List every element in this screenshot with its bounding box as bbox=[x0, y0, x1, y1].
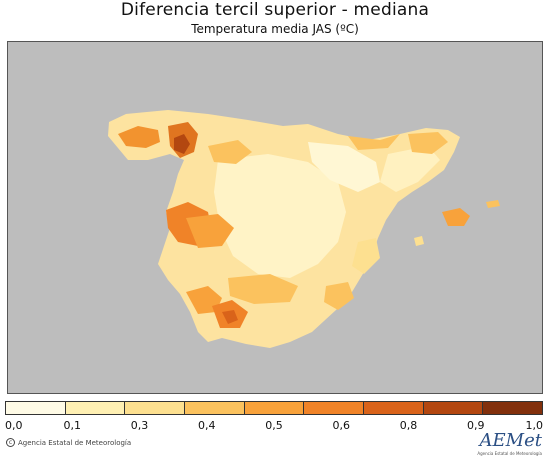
iberia-map bbox=[108, 110, 500, 348]
aemet-logo: AEMet Agencia Estatal de Meteorología bbox=[477, 430, 542, 456]
legend-colorbar bbox=[5, 401, 543, 415]
credit-line: c Agencia Estatal de Meteorología bbox=[6, 438, 131, 447]
extremadura-patch bbox=[186, 214, 234, 248]
legend-tick-labels: 0,0 0,1 0,3 0,4 0,5 0,6 0,8 0,9 1,0 bbox=[5, 419, 543, 433]
map-title: Diferencia tercil superior - mediana bbox=[120, 0, 430, 20]
east-light-zone bbox=[380, 146, 440, 192]
legend-swatch bbox=[65, 402, 126, 414]
legend-tick-label: 0,3 bbox=[130, 419, 149, 432]
map-subtitle: Temperatura media JAS (ºC) bbox=[191, 22, 359, 36]
leon-core-patch bbox=[174, 134, 190, 154]
andalucia-south-core bbox=[222, 310, 238, 324]
credit-text: Agencia Estatal de Meteorología bbox=[18, 438, 132, 447]
legend-swatch bbox=[185, 402, 245, 414]
mallorca-island bbox=[442, 208, 470, 226]
legend-tick-label: 0,4 bbox=[198, 419, 216, 432]
legend-swatch bbox=[483, 402, 543, 414]
castilla-north-patch bbox=[208, 140, 252, 164]
meseta-light-zone bbox=[214, 154, 346, 278]
pyrenees-patch bbox=[348, 134, 400, 150]
legend-tick-label: 1,0 bbox=[525, 419, 544, 432]
menorca-island bbox=[486, 200, 500, 208]
legend-swatch bbox=[244, 402, 305, 414]
levante-patch bbox=[352, 238, 380, 274]
legend-tick-label: 0,8 bbox=[399, 419, 418, 432]
legend-swatch bbox=[423, 402, 484, 414]
guadalquivir-patch bbox=[228, 274, 298, 304]
legend-swatch bbox=[364, 402, 424, 414]
legend-swatch bbox=[304, 402, 365, 414]
legend-tick-label: 0,1 bbox=[63, 419, 82, 432]
murcia-patch bbox=[324, 282, 354, 310]
map-panel bbox=[7, 41, 543, 394]
galicia-hot-patch bbox=[118, 126, 160, 148]
legend-tick-label: 0,0 bbox=[5, 419, 23, 432]
logo-tagline: Agencia Estatal de Meteorología bbox=[477, 451, 542, 456]
catalonia-patch bbox=[408, 132, 448, 154]
legend-swatch bbox=[6, 402, 66, 414]
ebro-light-zone bbox=[308, 142, 380, 192]
legend-tick-label: 0,9 bbox=[467, 419, 485, 432]
copyright-icon: c bbox=[6, 438, 15, 447]
logo-wordmark: AEMet bbox=[479, 430, 542, 451]
ibiza-island bbox=[414, 236, 424, 246]
legend-tick-label: 0,6 bbox=[332, 419, 351, 432]
legend-tick-label: 0,5 bbox=[265, 419, 283, 432]
legend-swatch bbox=[125, 402, 186, 414]
